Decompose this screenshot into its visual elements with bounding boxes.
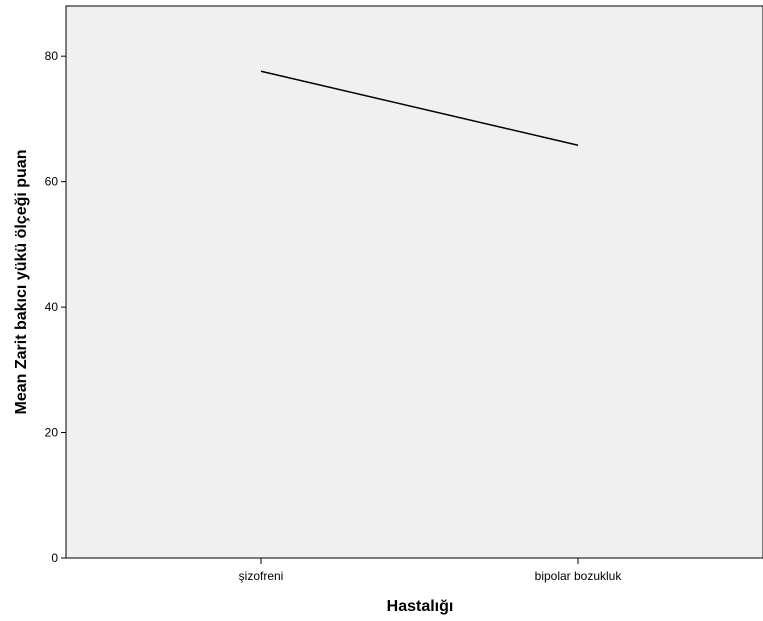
y-tick-label-20: 20 — [45, 426, 59, 440]
series-line-0 — [260, 70, 579, 146]
y-tick-label-80: 80 — [45, 49, 59, 63]
y-axis-title: Mean Zarit bakıcı yükü ölçeği puan — [13, 150, 30, 415]
y-axis: 0 20 40 60 80 — [45, 49, 66, 565]
series-layer — [260, 70, 579, 146]
y-tick-label-40: 40 — [45, 300, 59, 314]
x-tick-label-0: şizofreni — [239, 569, 284, 583]
x-axis: şizofreni bipolar bozukluk — [239, 558, 623, 583]
x-axis-title: Hastalığı — [387, 598, 454, 615]
plot-area — [65, 5, 763, 559]
y-tick-label-60: 60 — [45, 175, 59, 189]
x-tick-label-1: bipolar bozukluk — [535, 569, 623, 583]
y-tick-label-0: 0 — [51, 551, 58, 565]
